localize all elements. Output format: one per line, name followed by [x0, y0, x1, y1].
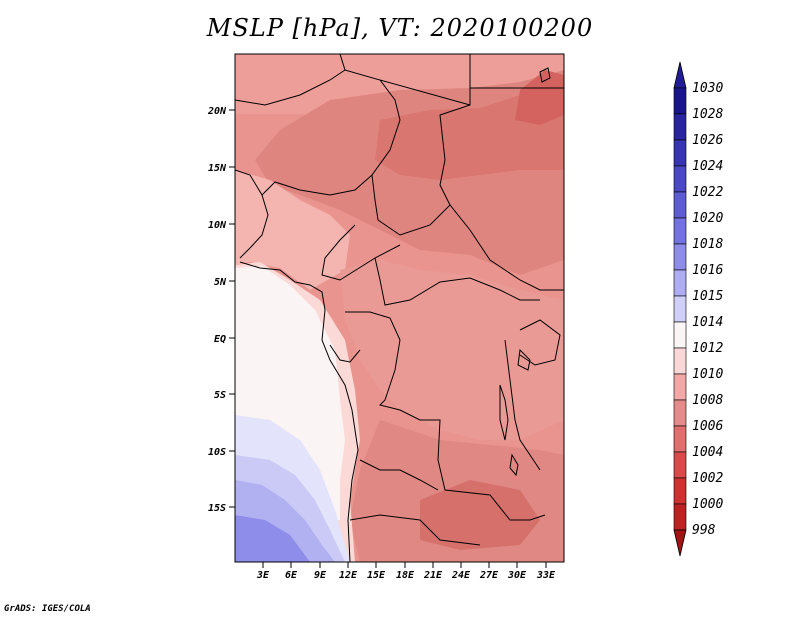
lon-tick-label: 12E — [339, 570, 358, 581]
colorbar-seg-1006 — [673, 425, 687, 453]
colorbar-label: 1026 — [692, 133, 723, 148]
field-1006-sudan — [375, 82, 564, 180]
lon-tick: 33E — [536, 562, 556, 581]
field-1006-south — [420, 480, 540, 550]
colorbar-label: 998 — [692, 523, 716, 538]
colorbar-label: 1002 — [692, 471, 723, 486]
lon-axis: 3E 6E 9E 12E 15E 18E 21E 24E 27E 30E 33E — [256, 562, 556, 581]
field-1004-egypt — [515, 70, 564, 125]
colorbar-seg-1024 — [673, 165, 687, 193]
lon-tick-label: 21E — [423, 570, 443, 581]
colorbar-seg-1020 — [673, 217, 687, 245]
lat-tick: 5N — [214, 277, 235, 288]
lat-tick-label: 10N — [208, 220, 227, 231]
lon-tick-label: 3E — [256, 570, 270, 581]
lon-tick: 27E — [479, 562, 499, 581]
lon-tick-label: 33E — [536, 570, 556, 581]
lat-tick-label: 10S — [208, 447, 226, 458]
lat-tick-label: 15N — [208, 163, 227, 174]
colorbar-label: 1000 — [692, 497, 723, 512]
colorbar-label: 1018 — [692, 237, 723, 252]
lat-tick: 5S — [214, 390, 235, 401]
grads-credit: GrADS: IGES/COLA — [4, 604, 91, 614]
mslp-field — [235, 54, 564, 562]
lat-tick-label: 20N — [207, 106, 227, 117]
lat-tick: 10S — [208, 447, 235, 458]
colorbar-seg-1030 — [673, 87, 687, 115]
lon-tick-label: 6E — [285, 570, 298, 581]
lakes — [499, 67, 551, 477]
lat-tick-label: 15S — [208, 503, 226, 514]
colorbar-seg-1018 — [673, 243, 687, 271]
colorbar-labels: 1030 1028 1026 1024 1022 1020 1018 1016 … — [692, 81, 723, 538]
colorbar: 1030 1028 1026 1024 1022 1020 1018 1016 … — [673, 61, 723, 557]
colorbar-label: 1024 — [692, 159, 723, 174]
lat-tick-label: 5N — [214, 277, 227, 288]
lon-tick: 9E — [314, 562, 327, 581]
lon-tick-label: 30E — [507, 570, 527, 581]
field-1010-congo — [340, 260, 564, 440]
lon-tick-label: 15E — [367, 570, 386, 581]
colorbar-label: 1010 — [692, 367, 723, 382]
colorbar-seg-1015 — [673, 295, 687, 323]
colorbar-label: 1015 — [692, 289, 723, 304]
lon-tick: 21E — [423, 562, 443, 581]
colorbar-segments — [673, 87, 687, 531]
lat-tick-label: EQ — [214, 334, 226, 345]
colorbar-seg-1014 — [673, 321, 687, 349]
lon-tick: 24E — [451, 562, 471, 581]
colorbar-label: 1012 — [692, 341, 723, 356]
colorbar-label: 1004 — [692, 445, 723, 460]
lon-tick-label: 27E — [479, 570, 499, 581]
field-1020 — [235, 515, 310, 562]
colorbar-label: 1030 — [692, 81, 723, 96]
lon-tick: 3E — [256, 562, 270, 581]
colorbar-label: 1008 — [692, 393, 723, 408]
colorbar-seg-1022 — [673, 191, 687, 219]
lon-tick: 12E — [339, 562, 358, 581]
lat-tick-label: 5S — [214, 390, 226, 401]
colorbar-seg-1028 — [673, 113, 687, 141]
lat-tick: EQ — [214, 334, 235, 345]
lat-tick: 10N — [208, 220, 235, 231]
lon-tick: 6E — [285, 562, 298, 581]
map-frame — [234, 53, 565, 563]
lon-tick-label: 9E — [314, 570, 327, 581]
colorbar-label: 1014 — [692, 315, 723, 330]
colorbar-seg-1012 — [673, 347, 687, 375]
lat-tick: 20N — [207, 106, 235, 117]
colorbar-bottom-arrow — [673, 529, 687, 557]
lon-tick-label: 18E — [396, 570, 415, 581]
colorbar-seg-1004 — [673, 451, 687, 479]
colorbar-label: 1020 — [692, 211, 723, 226]
colorbar-seg-1008 — [673, 399, 687, 427]
colorbar-label: 1016 — [692, 263, 723, 278]
lon-tick: 30E — [507, 562, 527, 581]
colorbar-seg-1016 — [673, 269, 687, 297]
colorbar-label: 1022 — [692, 185, 723, 200]
lon-tick: 15E — [367, 562, 386, 581]
lat-axis: 20N 15N 10N 5N EQ 5S 10S 15S — [207, 106, 235, 514]
lat-tick: 15N — [208, 163, 235, 174]
colorbar-seg-1026 — [673, 139, 687, 167]
chart-title: MSLP [hPa], VT: 2020100200 — [206, 14, 594, 42]
colorbar-label: 1006 — [692, 419, 723, 434]
colorbar-top-arrow — [673, 61, 687, 89]
colorbar-seg-1000 — [673, 503, 687, 531]
colorbar-seg-1002 — [673, 477, 687, 505]
coastlines — [235, 54, 564, 562]
lon-tick-label: 24E — [451, 570, 471, 581]
lat-tick: 15S — [208, 503, 235, 514]
colorbar-label: 1028 — [692, 107, 723, 122]
lon-tick: 18E — [396, 562, 415, 581]
colorbar-seg-1010 — [673, 373, 687, 401]
